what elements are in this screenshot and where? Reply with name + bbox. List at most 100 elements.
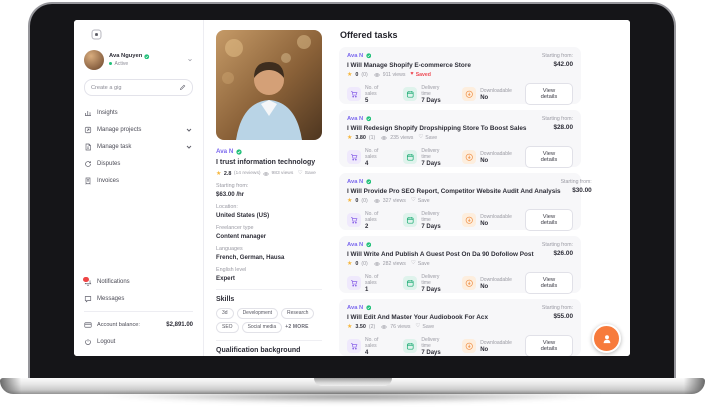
skill-chip[interactable]: SEO	[216, 321, 239, 333]
sidebar-item-messages[interactable]: Messages	[84, 290, 193, 307]
profile-field: Starting from: $63.00 /hr	[216, 183, 322, 198]
star-icon: ★	[347, 135, 353, 141]
field-label: English level	[216, 267, 247, 273]
seller-name[interactable]: Ava N	[347, 242, 364, 248]
stat-value: 2	[365, 223, 369, 230]
user-name: Ava Nguyen	[109, 53, 143, 60]
save-label: Saved	[415, 72, 431, 78]
starting-from-label: Starting from:	[541, 116, 573, 122]
verified-icon	[366, 305, 372, 311]
view-details-button[interactable]: View details	[524, 209, 573, 231]
verified-icon	[366, 242, 372, 248]
avatar	[84, 50, 104, 70]
save-label: Save	[417, 198, 430, 204]
star-icon: ★	[216, 170, 222, 177]
star-icon: ★	[347, 198, 353, 204]
profile-name[interactable]: Ava N	[216, 148, 234, 155]
downloadable-stat: Downloadable No	[462, 87, 512, 101]
save-button[interactable]: Save	[415, 324, 434, 330]
seller-name[interactable]: Ava N	[347, 116, 364, 122]
seller-name[interactable]: Ava N	[347, 53, 364, 59]
heart-icon	[298, 171, 303, 177]
stat-value: 4	[365, 160, 369, 167]
stat-label: No. of sales	[365, 210, 379, 223]
stat-value: 7 Days	[421, 97, 441, 104]
save-button[interactable]: Save	[411, 261, 430, 267]
view-details-button[interactable]: View details	[524, 146, 573, 168]
task-card[interactable]: Ava N I Will Edit And Master Your Audiob…	[339, 299, 581, 356]
save-button[interactable]: Save	[411, 198, 430, 204]
sidebar-item-manage-task[interactable]: Manage task	[84, 138, 193, 155]
skills-list: 3d Development Research SEO Social media +2 …	[216, 307, 322, 333]
save-label: Save	[425, 135, 438, 141]
skill-chip[interactable]: 3d	[216, 307, 234, 319]
view-details-button[interactable]: View details	[524, 83, 573, 105]
offered-tasks-panel: Offered tasks Ava N I Will Manage Shop	[334, 20, 630, 356]
stat-label: Delivery time	[421, 336, 440, 349]
sidebar-item-disputes[interactable]: Disputes	[84, 155, 193, 172]
create-gig-button[interactable]: Create a gig	[84, 79, 193, 96]
laptop-screen-bezel: Ava Nguyen Active Create a gig Insights	[28, 2, 676, 378]
starting-from-label: Starting from:	[541, 53, 573, 59]
starting-from-label: Starting from:	[560, 179, 592, 185]
skill-chip[interactable]: Social media	[241, 321, 283, 333]
view-details-button[interactable]: View details	[524, 335, 573, 356]
sidebar-item-invoices[interactable]: Invoices	[84, 172, 193, 189]
task-title[interactable]: I Will Edit And Master Your Audiobook Fo…	[347, 313, 489, 321]
skills-more-link[interactable]: +2 MORE	[285, 324, 309, 330]
sidebar-item-insights[interactable]: Insights	[84, 104, 193, 121]
cart-icon	[347, 339, 361, 353]
stat-value: 5	[365, 97, 369, 104]
skill-chip[interactable]: Research	[281, 307, 315, 319]
profile-panel: Ava N I trust information technology ★ 2…	[204, 20, 334, 356]
project-box-icon	[84, 126, 92, 133]
divider	[216, 339, 322, 341]
mascot-icon	[603, 334, 610, 343]
reviews-count: (14 reviews)	[233, 171, 261, 176]
views-count: 327 views	[382, 198, 406, 204]
verified-icon	[366, 53, 372, 59]
sidebar-item-logout[interactable]: Logout	[84, 333, 193, 350]
task-card[interactable]: Ava N I Will Write And Publish A Guest P…	[339, 236, 581, 294]
download-icon	[462, 87, 477, 101]
views-count: 911 views	[382, 72, 406, 78]
chat-icon	[84, 295, 92, 302]
task-title[interactable]: I Will Provide Pro SEO Report, Competito…	[347, 187, 561, 195]
sidebar: Ava Nguyen Active Create a gig Insights	[74, 20, 204, 356]
heart-icon	[411, 198, 416, 204]
sidebar-item-label: Disputes	[97, 160, 121, 167]
task-cards-list: Ava N I Will Manage Shopify E-commerce S…	[339, 47, 592, 356]
account-balance-row[interactable]: Account balance: $2,891.00	[84, 316, 193, 333]
user-menu[interactable]: Ava Nguyen Active	[84, 50, 193, 70]
task-card[interactable]: Ava N I Will Manage Shopify E-commerce S…	[339, 47, 581, 105]
view-details-button[interactable]: View details	[524, 272, 573, 294]
sidebar-item-label: Notifications	[97, 278, 130, 285]
task-title[interactable]: I Will Write And Publish A Guest Post On…	[347, 250, 534, 258]
profile-headline: I trust information technology	[216, 159, 316, 166]
stat-label: Delivery time	[421, 210, 440, 223]
task-title[interactable]: I Will Manage Shopify E-commerce Store	[347, 61, 471, 69]
save-button[interactable]: Saved	[410, 72, 431, 78]
reviews-count: (2)	[368, 324, 376, 330]
task-title[interactable]: I Will Redesign Shopify Dropshipping Sto…	[347, 124, 527, 132]
document-icon	[85, 143, 91, 150]
download-icon	[462, 150, 477, 164]
sidebar-item-notifications[interactable]: Notifications	[82, 273, 193, 290]
seller-name[interactable]: Ava N	[347, 179, 364, 185]
downloadable-stat: Downloadable No	[462, 276, 512, 290]
task-card[interactable]: Ava N I Will Provide Pro SEO Report, Com…	[339, 173, 592, 231]
save-button[interactable]: Save	[298, 171, 316, 177]
save-button[interactable]: Save	[418, 135, 437, 141]
skill-chip[interactable]: Development	[236, 307, 279, 319]
sidebar-item-label: Invoices	[97, 177, 120, 184]
sidebar-bottom: Notifications Messages Account balance: …	[82, 273, 193, 350]
app-logo-icon[interactable]	[90, 28, 103, 41]
user-status: Active	[114, 60, 129, 67]
downloadable-stat: Downloadable No	[462, 339, 512, 353]
support-chat-button[interactable]	[592, 324, 621, 353]
task-card[interactable]: Ava N I Will Redesign Shopify Dropshippi…	[339, 110, 581, 168]
stat-value: No	[480, 220, 489, 227]
seller-name[interactable]: Ava N	[347, 305, 364, 311]
sidebar-item-manage-projects[interactable]: Manage projects	[84, 121, 193, 138]
receipt-icon	[85, 177, 91, 185]
